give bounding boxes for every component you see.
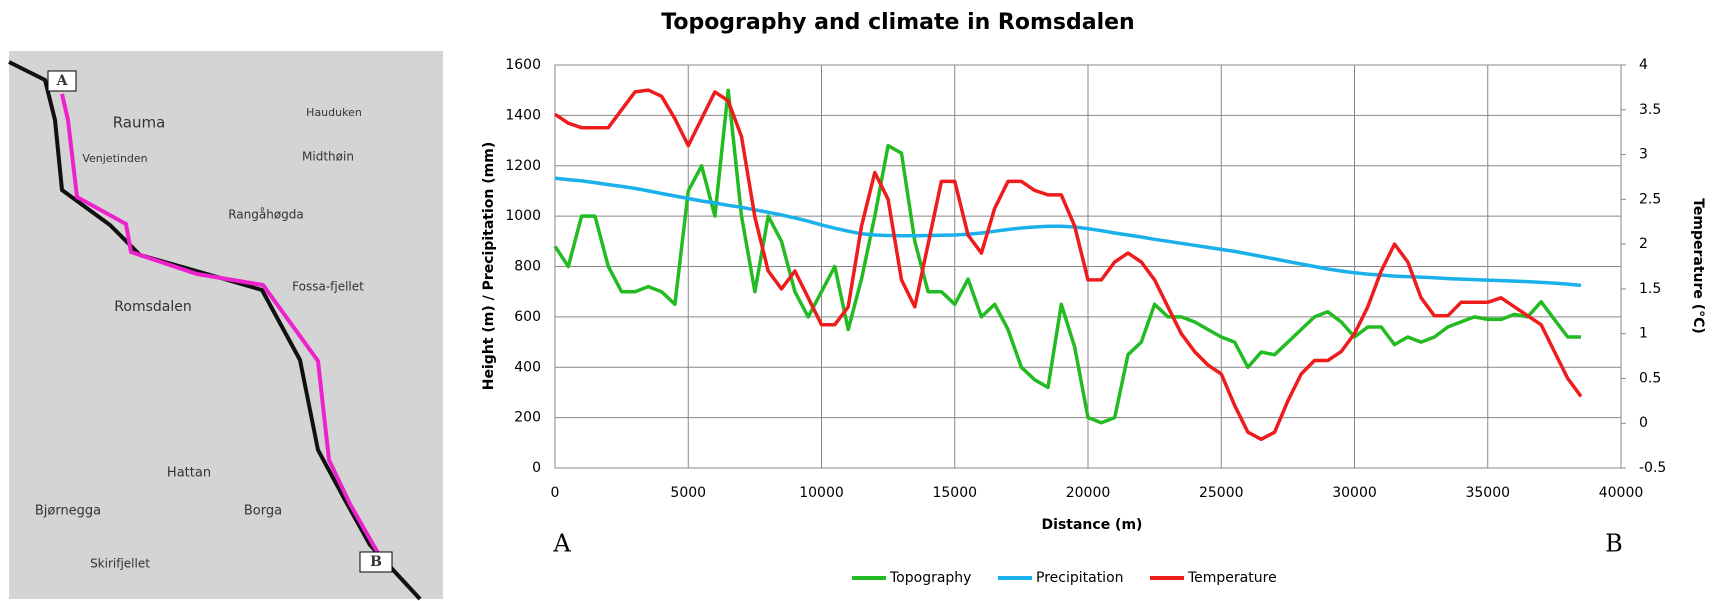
y-tick-label: 400: [514, 359, 541, 375]
x-axis-label: Distance (m): [1042, 517, 1143, 533]
map-label: Bjørnegga: [35, 504, 101, 519]
map-label: Hauduken: [306, 106, 362, 119]
y-tick-label: 600: [514, 309, 541, 325]
x-tick-label: 20000: [1066, 485, 1111, 501]
y2-tick-label: 2.5: [1639, 191, 1661, 207]
map-label: A: [56, 73, 69, 89]
y-tick-label: 1400: [505, 107, 541, 123]
map-label: Venjetinden: [82, 152, 147, 165]
y2-tick-label: 3: [1639, 147, 1648, 163]
y-tick-label: 1200: [505, 158, 541, 174]
chart-title: Topography and climate in Romsdalen: [661, 10, 1134, 35]
y2-axis-label: Temperature (°C): [1690, 198, 1706, 334]
map-label: Hattan: [167, 466, 211, 481]
x-tick-label: 25000: [1199, 485, 1244, 501]
map-label: Rauma: [113, 114, 166, 132]
x-tick-label: 40000: [1599, 485, 1644, 501]
x-tick-label: 15000: [932, 485, 977, 501]
y-tick-label: 800: [514, 259, 541, 275]
y-tick-label: 1600: [505, 57, 541, 73]
y2-tick-label: 1.5: [1639, 281, 1661, 297]
y2-tick-label: 3.5: [1639, 102, 1661, 118]
x-tick-label: 0: [551, 485, 560, 501]
page: Topography and climate in Romsdalen Dist…: [0, 0, 1717, 601]
x-tick-label: 30000: [1332, 485, 1377, 501]
annotation: B: [1605, 530, 1623, 558]
y2-tick-label: 1: [1639, 326, 1648, 342]
y2-tick-label: 2: [1639, 236, 1648, 252]
y2-tick-label: 0: [1639, 415, 1648, 431]
x-tick-label: 10000: [799, 485, 844, 501]
series-line: [555, 90, 1581, 439]
map-label: Romsdalen: [114, 299, 191, 315]
y2-tick-label: 0.5: [1639, 370, 1661, 386]
y-tick-label: 0: [532, 460, 541, 476]
legend-label: Topography: [889, 570, 971, 586]
map-label: Skirifjellet: [90, 557, 150, 571]
map-label: Fossa-fjellet: [292, 280, 364, 294]
y2-tick-label: -0.5: [1639, 460, 1666, 476]
x-tick-label: 5000: [670, 485, 706, 501]
y-tick-label: 1000: [505, 208, 541, 224]
map-label: Rangåhøgda: [228, 208, 304, 222]
y2-tick-label: 4: [1639, 57, 1648, 73]
y-axis-label: Height (m) / Precipitation (mm): [481, 142, 497, 390]
map-label: B: [370, 554, 382, 570]
map-label: Borga: [244, 504, 282, 519]
legend-label: Precipitation: [1036, 570, 1124, 586]
y-tick-label: 200: [514, 410, 541, 426]
legend-label: Temperature: [1187, 570, 1277, 586]
x-tick-label: 35000: [1465, 485, 1510, 501]
figure: Topography and climate in Romsdalen Dist…: [0, 0, 1717, 601]
map-label: Midthøin: [302, 150, 354, 164]
series-line: [555, 90, 1581, 423]
annotation: A: [552, 530, 571, 558]
